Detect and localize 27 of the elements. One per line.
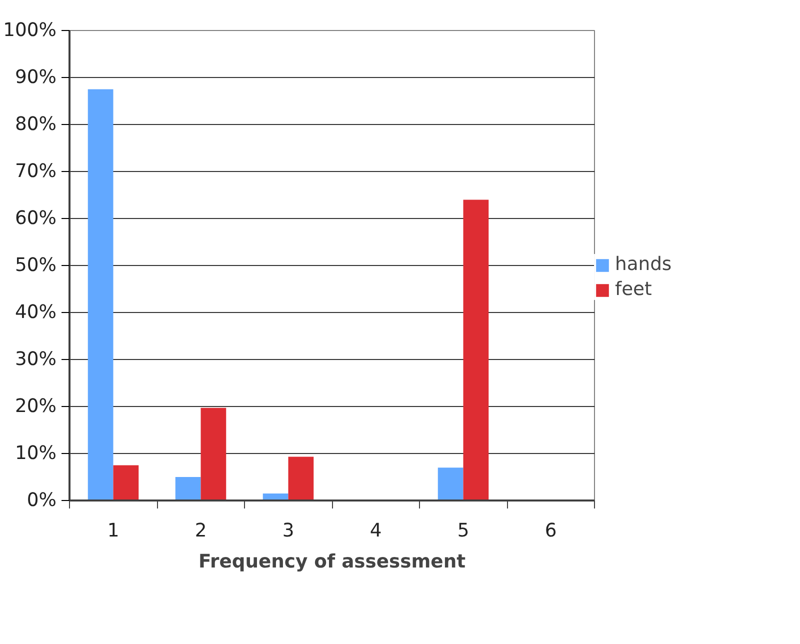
- bar: [438, 468, 464, 500]
- y-tick-label: 40%: [15, 302, 56, 323]
- bar: [463, 200, 489, 500]
- bar: [175, 477, 201, 500]
- legend-label: hands: [615, 254, 672, 275]
- y-tick-label: 20%: [15, 396, 56, 417]
- y-tick-label: 0%: [26, 490, 57, 511]
- y-tick-label: 10%: [15, 443, 56, 464]
- bar: [200, 408, 226, 500]
- y-tick-label: 90%: [15, 67, 56, 88]
- y-tick-label: 30%: [15, 349, 56, 370]
- y-tick-label: 60%: [15, 208, 56, 229]
- y-tick-label: 100%: [3, 20, 57, 41]
- x-tick-label: 1: [107, 520, 120, 542]
- bar: [88, 89, 114, 500]
- x-tick-label: 6: [544, 520, 557, 542]
- x-tick-label: 5: [457, 520, 470, 542]
- x-axis-title: Frequency of assessment: [198, 552, 466, 572]
- x-tick-label: 2: [194, 520, 207, 542]
- y-tick-label: 80%: [15, 114, 56, 135]
- bar: [288, 456, 314, 500]
- legend-label: feet: [615, 279, 652, 300]
- x-tick-label: 3: [282, 520, 294, 542]
- bar: [113, 465, 139, 500]
- y-tick-label: 50%: [15, 255, 56, 276]
- y-tick-label: 70%: [15, 161, 56, 182]
- x-tick-label: 4: [370, 520, 382, 542]
